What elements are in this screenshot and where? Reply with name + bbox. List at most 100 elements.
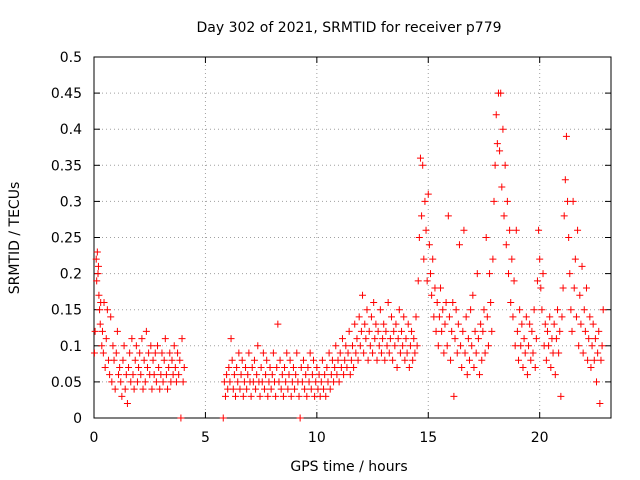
data-point xyxy=(94,270,102,278)
data-point xyxy=(357,327,365,335)
data-point xyxy=(528,327,536,335)
data-point xyxy=(558,313,566,321)
data-point xyxy=(320,385,328,393)
data-point xyxy=(419,161,427,169)
data-point xyxy=(232,392,240,400)
data-point xyxy=(443,342,451,350)
data-point xyxy=(491,161,499,169)
data-point xyxy=(392,320,400,328)
data-point xyxy=(259,349,267,357)
data-point xyxy=(568,327,576,335)
data-point xyxy=(284,385,292,393)
data-point xyxy=(298,378,306,386)
data-point xyxy=(98,327,106,335)
data-point xyxy=(285,371,293,379)
data-point xyxy=(302,371,310,379)
data-point xyxy=(360,349,368,357)
data-point xyxy=(582,284,590,292)
data-point xyxy=(223,371,231,379)
data-point xyxy=(529,349,537,357)
data-point xyxy=(321,371,329,379)
data-point xyxy=(176,356,184,364)
data-point xyxy=(150,371,158,379)
data-point xyxy=(541,320,549,328)
data-point xyxy=(109,342,117,350)
data-point xyxy=(428,291,436,299)
data-point xyxy=(91,327,99,335)
data-point xyxy=(543,327,551,335)
data-point xyxy=(472,349,480,357)
data-point xyxy=(569,197,577,205)
data-point xyxy=(595,327,603,335)
data-point xyxy=(556,327,564,335)
data-point xyxy=(367,313,375,321)
data-point xyxy=(96,320,104,328)
data-point xyxy=(132,342,140,350)
data-point xyxy=(410,335,418,343)
data-point xyxy=(310,356,318,364)
data-point xyxy=(580,306,588,314)
data-point xyxy=(238,356,246,364)
data-point xyxy=(478,356,486,364)
data-point xyxy=(168,356,176,364)
y-tick-label: 0.5 xyxy=(60,50,82,66)
data-point xyxy=(399,342,407,350)
data-point xyxy=(108,378,116,386)
y-tick-label: 0.1 xyxy=(60,339,82,355)
data-point xyxy=(545,342,553,350)
x-tick-label: 5 xyxy=(201,430,210,446)
data-point xyxy=(375,342,383,350)
data-point xyxy=(447,356,455,364)
data-point xyxy=(438,327,446,335)
data-point xyxy=(370,298,378,306)
data-point xyxy=(234,378,242,386)
data-point xyxy=(498,183,506,191)
data-point xyxy=(131,356,139,364)
data-point xyxy=(481,349,489,357)
data-point xyxy=(275,378,283,386)
data-point xyxy=(383,342,391,350)
data-point xyxy=(341,356,349,364)
data-point xyxy=(504,270,512,278)
data-point xyxy=(471,327,479,335)
data-point xyxy=(239,392,247,400)
data-point xyxy=(598,342,606,350)
data-point xyxy=(376,306,384,314)
data-point xyxy=(161,335,169,343)
data-point xyxy=(362,335,370,343)
data-point xyxy=(129,371,137,379)
data-point xyxy=(588,342,596,350)
data-point xyxy=(487,298,495,306)
data-point xyxy=(423,277,431,285)
data-point xyxy=(336,349,344,357)
data-point xyxy=(537,284,545,292)
data-point xyxy=(100,298,108,306)
data-point xyxy=(364,356,372,364)
data-point xyxy=(439,306,447,314)
data-point xyxy=(308,371,316,379)
data-point xyxy=(455,241,463,249)
data-point xyxy=(170,342,178,350)
data-point xyxy=(295,392,303,400)
data-point xyxy=(542,356,550,364)
data-point xyxy=(152,378,160,386)
data-point xyxy=(283,349,291,357)
data-point xyxy=(227,335,235,343)
data-point xyxy=(596,400,604,408)
data-point xyxy=(464,335,472,343)
data-point xyxy=(404,320,412,328)
data-point xyxy=(139,385,147,393)
data-point xyxy=(257,363,265,371)
data-point xyxy=(359,291,367,299)
data-point xyxy=(480,306,488,314)
data-point xyxy=(269,349,277,357)
data-point xyxy=(415,234,423,241)
data-point xyxy=(373,356,381,364)
x-tick-label: 20 xyxy=(531,430,549,446)
scatter-series xyxy=(90,89,607,422)
data-point xyxy=(325,349,333,357)
data-point xyxy=(256,392,264,400)
data-point xyxy=(437,284,445,292)
data-point xyxy=(451,335,459,343)
